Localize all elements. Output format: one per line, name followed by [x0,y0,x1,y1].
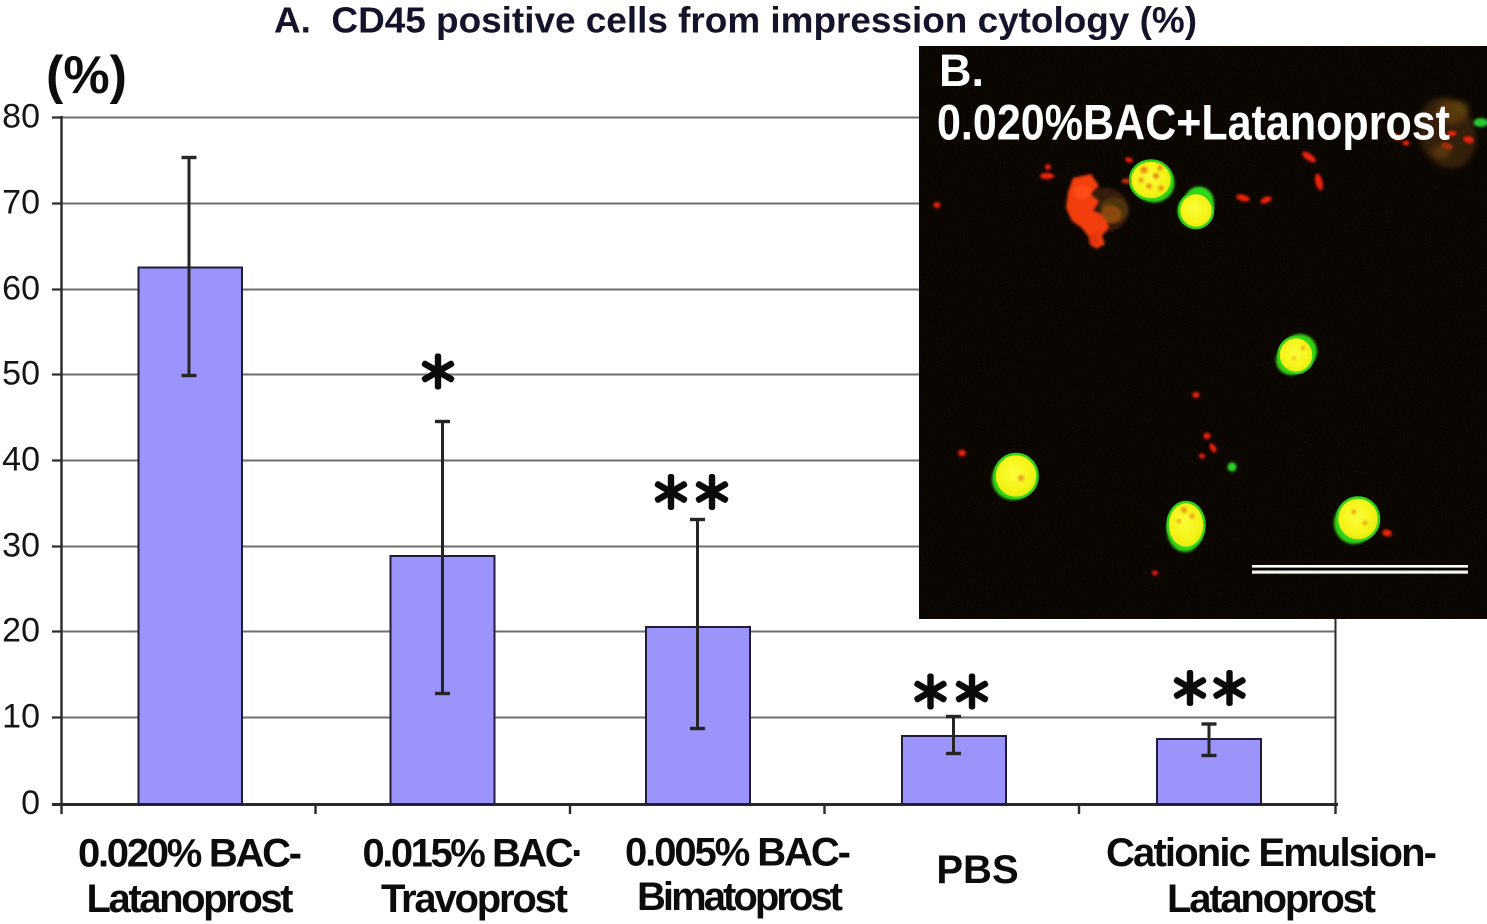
svg-text:70: 70 [2,184,40,222]
svg-text:0.020%BAC+Latanoprost: 0.020%BAC+Latanoprost [937,95,1450,151]
svg-text:Cationic Emulsion-: Cationic Emulsion- [1106,831,1437,875]
svg-text:Bimatoprost: Bimatoprost [637,875,843,919]
svg-text:60: 60 [2,270,40,308]
svg-text:10: 10 [2,698,40,736]
svg-text:Travoprost: Travoprost [381,877,568,921]
svg-text:Latanoprost: Latanoprost [87,877,294,921]
svg-text:80: 80 [2,98,40,136]
svg-text:B.: B. [939,45,984,96]
svg-text:20: 20 [2,612,40,650]
svg-text:PBS: PBS [936,848,1018,892]
svg-text:(%): (%) [46,46,127,105]
svg-text:0.020% BAC-: 0.020% BAC- [78,832,302,876]
svg-text:40: 40 [2,441,40,479]
svg-text:30: 30 [2,527,40,565]
svg-text:A. CD45 positive cells from i: A. CD45 positive cells from impression c… [274,0,1197,41]
svg-text:0: 0 [21,784,40,822]
svg-text:Latanoprost: Latanoprost [1167,877,1376,921]
svg-text:50: 50 [2,355,40,393]
svg-text:0.005% BAC-: 0.005% BAC- [625,831,851,875]
svg-text:0.015% BAC·: 0.015% BAC· [363,832,585,876]
